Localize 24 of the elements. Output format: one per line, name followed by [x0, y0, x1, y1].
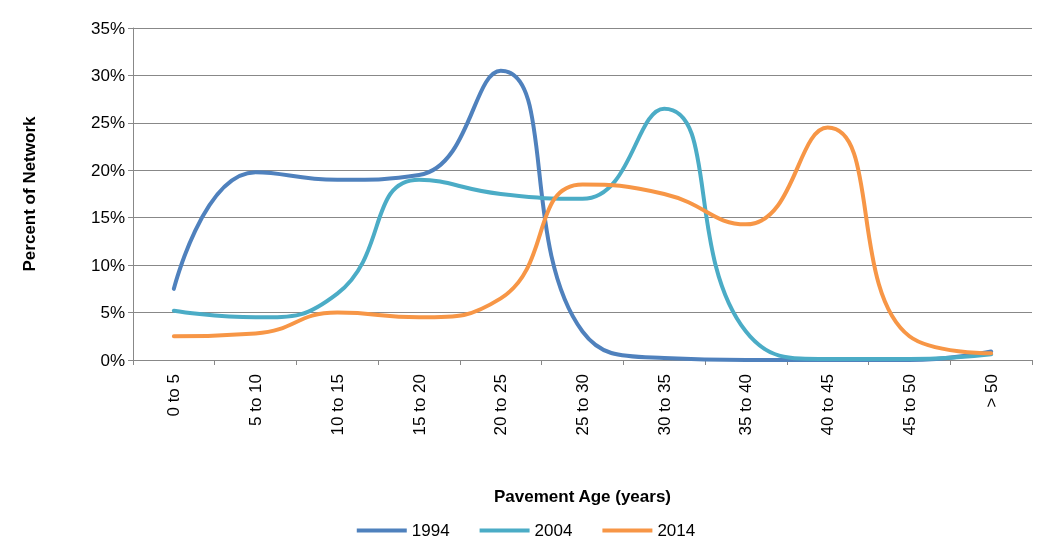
x-tick-label: 30 to 35	[654, 374, 674, 436]
y-tick-label: 35%	[90, 18, 125, 38]
y-axis-title: Percent of Network	[20, 116, 39, 272]
x-tick-label: > 50	[981, 374, 1001, 408]
y-tick-label: 20%	[90, 160, 125, 180]
x-tick-label: 15 to 20	[409, 374, 429, 436]
x-axis-title: Pavement Age (years)	[493, 487, 672, 506]
y-tick-label: 30%	[90, 65, 125, 85]
x-tick-label: 0 to 5	[164, 374, 184, 417]
legend-label: 2004	[534, 521, 573, 540]
y-tick-label: 15%	[90, 208, 125, 228]
y-tick-label: 10%	[90, 255, 125, 275]
x-tick-label: 45 to 50	[899, 374, 919, 436]
x-tick-label: 35 to 40	[736, 374, 756, 436]
legend-label: 2014	[657, 521, 696, 540]
x-tick-label: 5 to 10	[246, 374, 266, 426]
y-tick-label: 0%	[100, 350, 125, 370]
x-tick-label: 40 to 45	[818, 374, 838, 436]
y-tick-label: 5%	[100, 303, 125, 323]
x-tick-label: 20 to 25	[491, 374, 511, 436]
y-tick-label: 25%	[90, 113, 125, 133]
x-tick-label: 25 to 30	[573, 374, 592, 436]
legend-label: 1994	[411, 521, 450, 540]
x-tick-label: 10 to 15	[327, 374, 347, 436]
